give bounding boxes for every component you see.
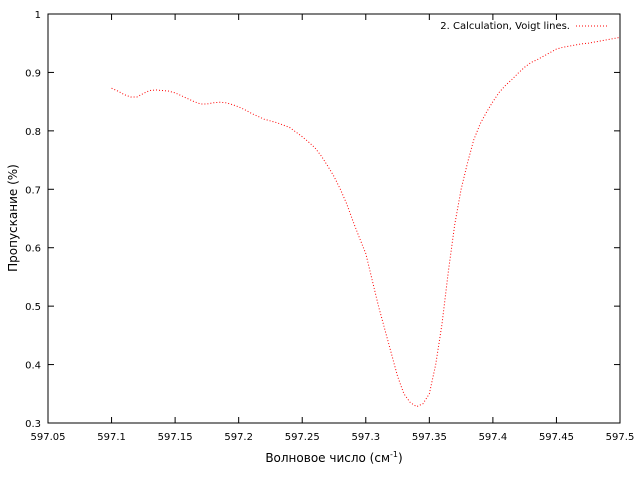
x-tick-label: 597.45 [539,432,574,443]
x-axis-ticks: 597.05 597.1 597.15 597.2 597.25 597.3 597.35 5… [31,14,635,443]
y-axis-ticks: 0.3 0.4 0.5 0.6 0.7 0.8 0.9 1 [25,10,620,430]
plot-frame [47,13,621,424]
x-tick-label: 597.1 [97,432,126,443]
y-tick-label: 0.6 [25,244,41,255]
x-tick-label: 597.25 [285,432,320,443]
y-tick-label: 1 [35,10,41,21]
x-tick-label: 597.4 [479,432,508,443]
x-tick-label: 597.05 [31,432,66,443]
x-axis-label: Волновое число (см-1) [265,450,402,465]
y-tick-label: 0.9 [25,68,41,79]
y-tick-label: 0.4 [25,361,41,372]
x-tick-label: 597.15 [158,432,193,443]
legend: 2. Calculation, Voigt lines. [440,21,608,32]
x-tick-label: 597.2 [224,432,253,443]
y-tick-label: 0.7 [25,185,41,196]
y-tick-label: 0.8 [25,127,41,138]
x-tick-label: 597.5 [606,432,635,443]
y-tick-label: 0.5 [25,302,41,313]
y-tick-label: 0.3 [25,419,41,430]
x-tick-label: 597.35 [412,432,447,443]
x-tick-label: 597.3 [351,432,380,443]
legend-label: 2. Calculation, Voigt lines. [440,21,570,32]
y-axis-label: Пропускание (%) [6,164,20,272]
series-line [111,36,621,408]
